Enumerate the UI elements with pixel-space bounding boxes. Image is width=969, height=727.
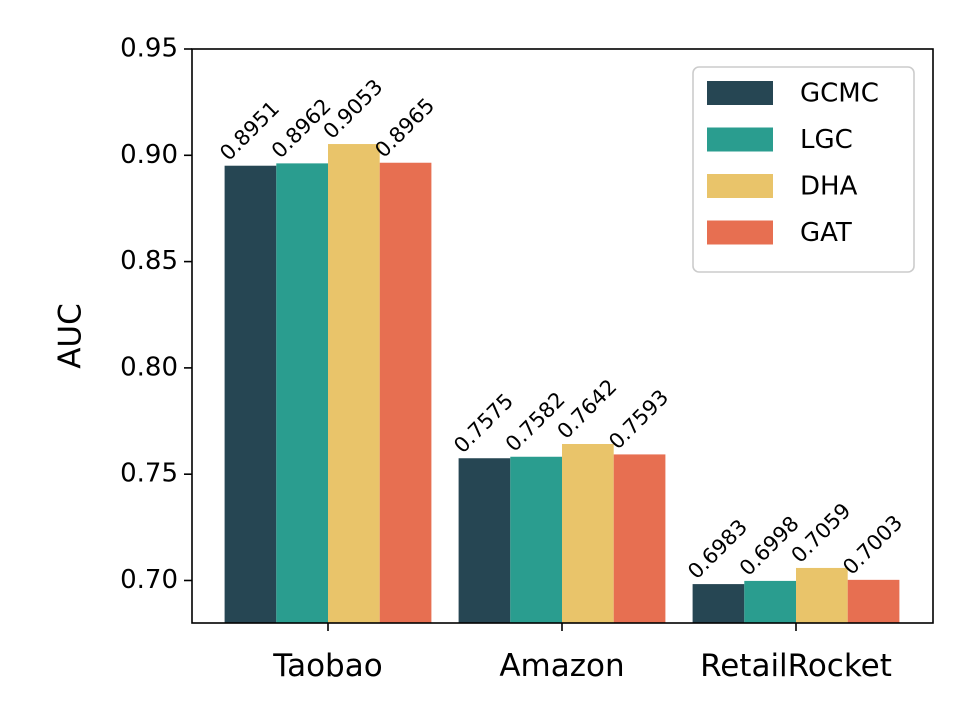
legend-label-gcmc: GCMC xyxy=(800,79,879,109)
bar-value-label: 0.6983 xyxy=(683,515,752,584)
legend: GCMC LGC DHA GAT xyxy=(692,66,915,273)
bars-group xyxy=(224,144,900,624)
bar-value-label: 0.8951 xyxy=(215,96,284,165)
bar-dha-amazon xyxy=(562,443,614,623)
x-axis: Taobao Amazon RetailRocket xyxy=(272,623,892,684)
bar-gat-retailrocket xyxy=(847,579,900,623)
plot-frame xyxy=(191,48,934,624)
legend-label-lgc: LGC xyxy=(800,125,853,155)
legend-swatch-gcmc xyxy=(707,81,773,105)
bar-lgc-amazon xyxy=(510,456,562,623)
y-tick-label: 0.70 xyxy=(120,565,178,595)
bar-lgc-taobao xyxy=(276,163,328,623)
y-tick-label: 0.75 xyxy=(120,459,178,489)
legend-swatch-gat xyxy=(707,220,773,245)
bar-gat-taobao xyxy=(379,162,432,623)
legend-label-dha: DHA xyxy=(800,172,858,202)
y-tick-label: 0.95 xyxy=(120,34,178,64)
bar-gat-amazon xyxy=(613,454,666,623)
y-axis: 0.70 0.75 0.80 0.85 0.90 0.95 xyxy=(120,34,192,595)
bar-gcmc-taobao xyxy=(224,165,277,624)
bar-gcmc-retailrocket xyxy=(692,584,745,623)
x-tick-label: Amazon xyxy=(499,648,624,684)
y-axis-title: AUC xyxy=(53,303,89,369)
y-tick-label: 0.80 xyxy=(120,352,178,382)
x-tick-label: RetailRocket xyxy=(700,648,892,684)
legend-swatch-lgc xyxy=(707,127,773,152)
bar-value-label: 0.8965 xyxy=(370,93,439,162)
bar-gcmc-amazon xyxy=(458,458,511,623)
legend-label-gat: GAT xyxy=(800,218,852,248)
bar-dha-taobao xyxy=(328,144,380,624)
x-tick-label: Taobao xyxy=(272,648,382,684)
y-tick-label: 0.85 xyxy=(120,246,178,276)
legend-swatch-dha xyxy=(707,174,773,198)
bar-lgc-retailrocket xyxy=(744,580,796,623)
bar-dha-retailrocket xyxy=(796,567,848,623)
y-tick-label: 0.90 xyxy=(120,140,178,170)
